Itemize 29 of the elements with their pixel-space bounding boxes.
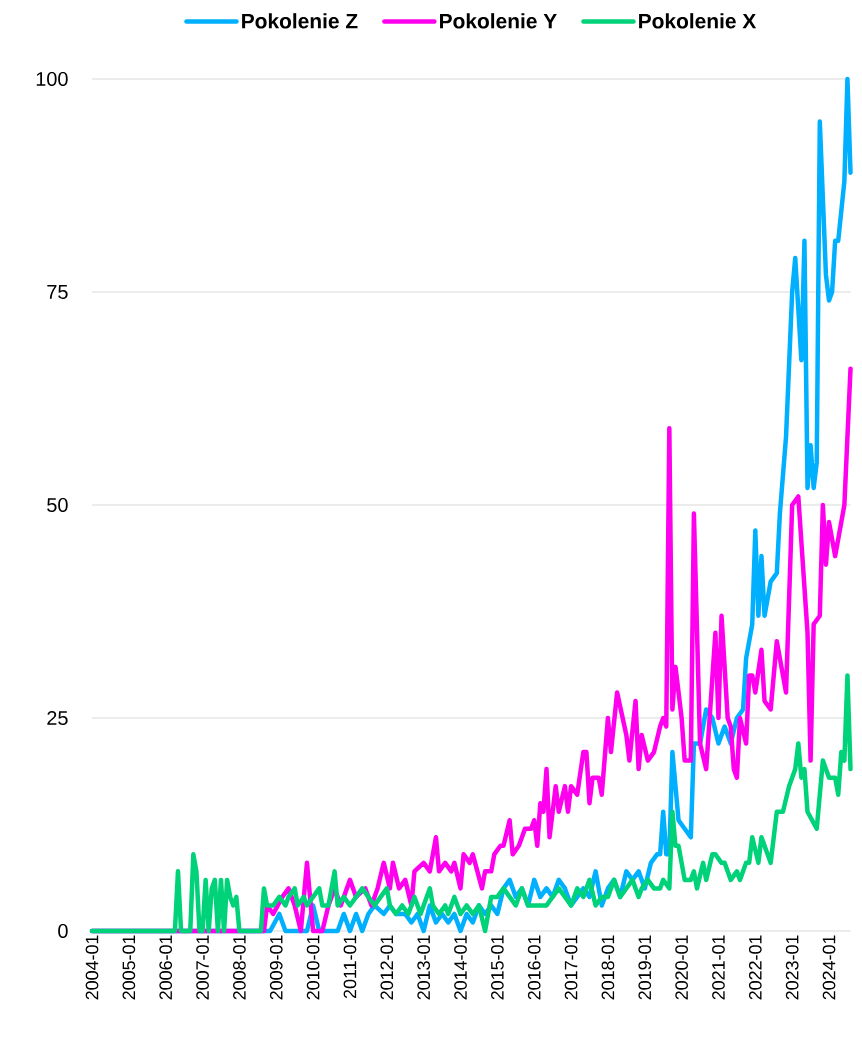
x-tick-label: 2016-01 <box>527 935 541 1000</box>
x-tick-label: 2006-01 <box>159 935 173 1000</box>
x-tick-label: 2007-01 <box>196 935 209 1000</box>
y-tick-label: 25 <box>47 710 68 726</box>
x-tick-label: 2020-01 <box>675 935 688 1000</box>
x-tick-label: 2021-01 <box>712 935 725 1000</box>
x-tick-label: 2012-01 <box>380 935 394 1000</box>
x-tick-label: 2009-01 <box>269 935 283 1000</box>
legend-label: Pokolenie Z <box>242 13 358 29</box>
x-tick-label: 2015-01 <box>491 935 504 1000</box>
x-tick-label: 2024-01 <box>822 935 836 1000</box>
x-tick-label: 2014-01 <box>454 935 467 1000</box>
x-tick-label: 2018-01 <box>601 935 615 1000</box>
y-tick-label: 50 <box>47 497 68 513</box>
x-tick-label: 2010-01 <box>306 935 320 1000</box>
x-tick-label: 2008-01 <box>233 935 246 1000</box>
x-tick-label: 2022-01 <box>748 935 762 1000</box>
legend-label: Pokolenie X <box>639 13 757 29</box>
legend-label: Pokolenie Y <box>440 13 557 29</box>
y-tick-label: 100 <box>36 71 68 87</box>
x-tick-label: 2011-01 <box>343 935 357 999</box>
x-tick-label: 2013-01 <box>417 935 430 1000</box>
x-tick-label: 2017-01 <box>564 935 578 1000</box>
y-tick-label: 75 <box>47 285 68 299</box>
x-tick-label: 2023-01 <box>785 935 799 1000</box>
x-tick-label: 2005-01 <box>122 935 136 1000</box>
y-tick-label: 0 <box>58 923 68 939</box>
x-tick-label: 2019-01 <box>638 935 652 1000</box>
x-tick-label: 2004-01 <box>85 935 99 1000</box>
